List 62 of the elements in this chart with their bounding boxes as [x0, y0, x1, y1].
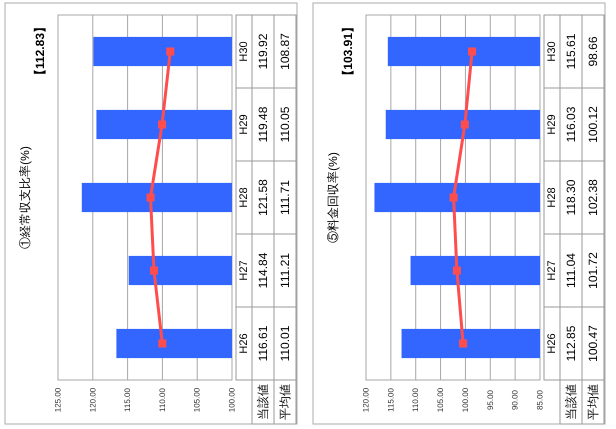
point: [459, 340, 468, 348]
x-tick-label: 90.00: [510, 389, 520, 410]
y-tick-label: H29: [546, 114, 558, 135]
data-label: 111.71: [278, 180, 292, 215]
point: [468, 48, 476, 56]
y-tick-label: H26: [546, 333, 558, 354]
point: [452, 266, 461, 274]
data-label: 108.87: [278, 32, 292, 70]
data-label: 121.58: [256, 178, 270, 216]
data-label: 110.05: [278, 106, 292, 142]
text: 当該値: [564, 384, 578, 420]
text: ⑤料金回収率(%): [326, 152, 340, 243]
x-tick-label: 100.00: [228, 387, 236, 412]
y-tick-label: H30: [238, 41, 250, 62]
point: [460, 120, 469, 128]
y-tick-label: H26: [238, 333, 250, 354]
x-tick-label: 115.00: [386, 388, 396, 412]
x-tick-label: 100.00: [460, 387, 470, 412]
data-label: 118.30: [564, 179, 578, 216]
text: 【103.91】: [341, 21, 355, 82]
data-label: 101.72: [586, 252, 600, 289]
x-tick-label: 120.00: [362, 387, 370, 412]
data-label: 114.84: [256, 252, 270, 288]
point: [166, 48, 174, 56]
point: [158, 340, 166, 348]
x-tick-label: 110.00: [411, 388, 420, 412]
x-tick-label: 95.00: [486, 389, 495, 410]
text: 平均値: [586, 384, 600, 420]
y-tick-label: H28: [238, 187, 250, 208]
y-tick-label: H27: [238, 260, 250, 281]
data-label: 100.47: [586, 324, 600, 362]
point: [158, 120, 166, 128]
y-tick-label: H30: [546, 41, 558, 62]
data-label: 112.85: [564, 325, 578, 362]
data-label: 102.38: [586, 178, 600, 216]
point: [146, 194, 154, 202]
x-tick-label: 85.00: [536, 389, 544, 410]
data-label: 119.48: [256, 106, 270, 142]
data-label: 111.04: [564, 252, 578, 288]
x-tick-label: 105.00: [192, 387, 202, 412]
text: 当該値: [256, 384, 270, 420]
data-label: 110.01: [278, 325, 292, 362]
data-label: 98.66: [586, 36, 600, 67]
x-tick-label: 105.00: [436, 387, 446, 412]
x-tick-label: 115.00: [123, 388, 132, 412]
x-tick-label: 125.00: [54, 387, 62, 412]
data-label: 116.61: [256, 325, 270, 362]
data-label: 111.21: [278, 252, 292, 288]
point: [150, 266, 158, 274]
data-label: 115.61: [564, 33, 578, 70]
data-label: 116.03: [564, 106, 578, 142]
text: 【112.83】: [33, 21, 47, 82]
y-tick-label: H27: [546, 260, 558, 281]
text: 平均値: [278, 384, 292, 420]
y-tick-label: H28: [546, 187, 558, 208]
data-label: 100.12: [586, 106, 600, 143]
y-tick-label: H29: [238, 114, 250, 135]
point: [450, 194, 458, 202]
data-label: 119.92: [256, 33, 270, 70]
x-tick-label: 110.00: [158, 388, 167, 412]
text: ①経常収支比率(%): [18, 146, 32, 249]
x-tick-label: 120.00: [88, 387, 98, 412]
